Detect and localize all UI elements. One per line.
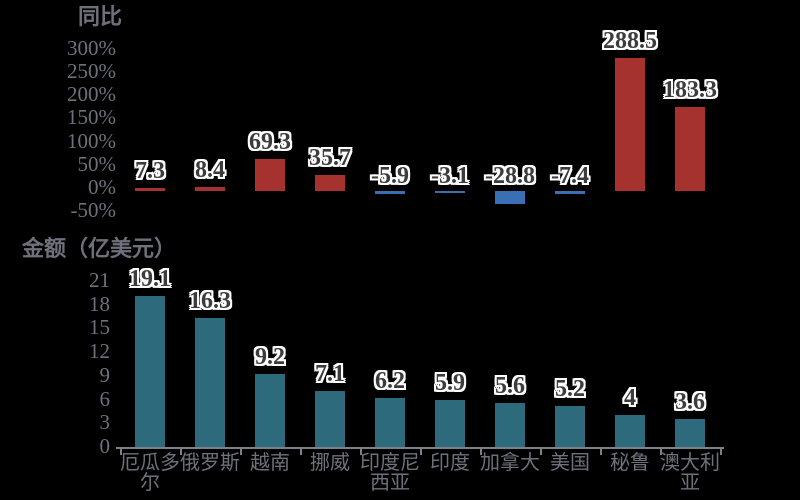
x-axis-tick bbox=[240, 447, 242, 455]
category-label: 厄瓜多 尔 bbox=[120, 452, 180, 494]
yoy-bar bbox=[255, 159, 285, 191]
x-axis-tick bbox=[480, 447, 482, 455]
x-axis-tick bbox=[300, 447, 302, 455]
yoy-data-label: 35.7 bbox=[309, 144, 351, 171]
amount-bar bbox=[315, 390, 345, 447]
category-label: 挪威 bbox=[310, 452, 350, 474]
amount-data-label: 6.2 bbox=[375, 368, 405, 395]
y-tick-label: 9 bbox=[99, 362, 111, 387]
amount-bar bbox=[555, 405, 585, 447]
y-tick-label: 6 bbox=[99, 386, 111, 411]
x-axis-tick bbox=[180, 447, 182, 455]
amount-data-label: 19.1 bbox=[129, 266, 171, 293]
yoy-bar bbox=[435, 191, 465, 193]
x-axis-tick bbox=[120, 447, 122, 455]
yoy-data-label: -5.9 bbox=[371, 163, 409, 189]
category-label: 美国 bbox=[550, 452, 590, 474]
amount-chart-title: 金额（亿美元） bbox=[22, 236, 177, 261]
yoy-data-label: -3.1 bbox=[431, 163, 469, 189]
amount-data-label: 4 bbox=[624, 385, 636, 412]
y-tick-label: 200% bbox=[67, 82, 116, 107]
category-label: 越南 bbox=[250, 452, 290, 474]
x-axis-tick bbox=[360, 447, 362, 455]
y-tick-label: 50% bbox=[77, 151, 117, 176]
category-label: 俄罗斯 bbox=[180, 452, 240, 474]
yoy-bar bbox=[555, 191, 585, 195]
amount-data-label: 3.6 bbox=[675, 388, 705, 415]
yoy-data-label: 288.5 bbox=[603, 28, 657, 55]
yoy-bar bbox=[315, 174, 345, 191]
x-axis-tick bbox=[540, 447, 542, 455]
amount-data-label: 5.2 bbox=[555, 375, 585, 402]
yoy-data-label: -28.8 bbox=[485, 163, 535, 189]
category-label: 加拿大 bbox=[480, 452, 540, 474]
category-label: 澳大利 亚 bbox=[660, 452, 720, 494]
y-tick-label: 150% bbox=[67, 105, 116, 130]
y-tick-label: 250% bbox=[67, 59, 116, 84]
amount-bar bbox=[135, 296, 165, 447]
amount-data-label: 5.6 bbox=[495, 372, 525, 399]
category-label: 秘鲁 bbox=[610, 452, 650, 474]
y-tick-label: -50% bbox=[70, 198, 117, 223]
amount-data-label: 5.9 bbox=[435, 370, 465, 397]
x-axis-tick bbox=[420, 447, 422, 455]
yoy-data-label: 69.3 bbox=[249, 129, 291, 156]
amount-bar bbox=[495, 402, 525, 447]
y-tick-label: 0 bbox=[99, 433, 111, 458]
yoy-bar bbox=[195, 187, 225, 191]
yoy-chart-title: 同比 bbox=[78, 4, 123, 29]
yoy-bar bbox=[375, 191, 405, 194]
y-tick-label: 3 bbox=[99, 410, 111, 435]
y-tick-label: 0% bbox=[88, 174, 116, 199]
yoy-bar bbox=[495, 191, 525, 205]
amount-bar bbox=[675, 418, 705, 447]
yoy-bar bbox=[675, 106, 705, 191]
y-tick-label: 100% bbox=[67, 128, 116, 153]
amount-bar bbox=[195, 318, 225, 447]
x-axis-tick bbox=[720, 447, 722, 455]
amount-data-label: 9.2 bbox=[255, 344, 285, 371]
category-label: 印度尼 西亚 bbox=[360, 452, 420, 494]
y-tick-label: 15 bbox=[89, 315, 110, 340]
amount-bar bbox=[435, 400, 465, 447]
amount-bar bbox=[255, 374, 285, 447]
yoy-bar bbox=[615, 58, 645, 191]
y-tick-label: 21 bbox=[89, 268, 110, 292]
y-tick-label: 300% bbox=[67, 36, 116, 60]
category-label: 印度 bbox=[430, 452, 470, 474]
amount-data-label: 16.3 bbox=[189, 288, 231, 315]
amount-data-label: 7.1 bbox=[315, 360, 345, 387]
y-tick-label: 18 bbox=[89, 291, 110, 316]
amount-bar bbox=[375, 398, 405, 447]
x-axis-tick bbox=[600, 447, 602, 455]
yoy-data-label: -7.4 bbox=[551, 163, 589, 189]
yoy-data-label: 183.3 bbox=[663, 76, 717, 103]
yoy-bar bbox=[135, 187, 165, 191]
y-tick-label: 12 bbox=[89, 339, 110, 364]
yoy-data-label: 8.4 bbox=[195, 157, 225, 184]
amount-bar bbox=[615, 415, 645, 447]
x-axis-tick bbox=[660, 447, 662, 455]
yoy-data-label: 7.3 bbox=[135, 157, 165, 184]
